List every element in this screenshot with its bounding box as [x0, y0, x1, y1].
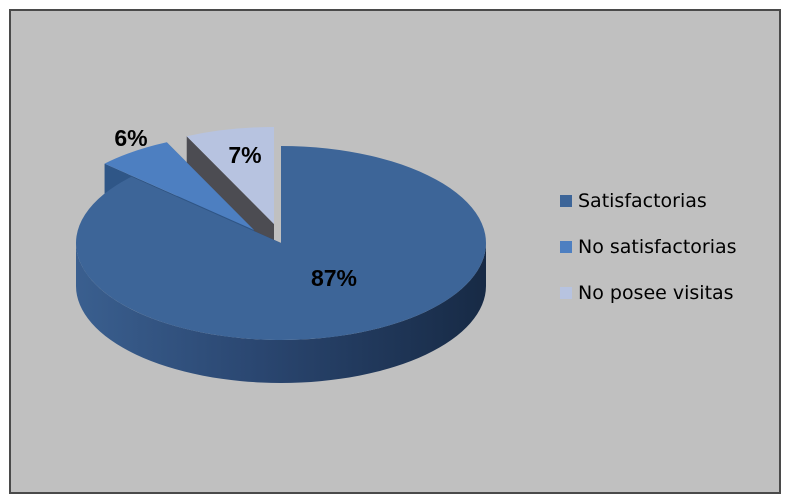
slice-no-posee-visitas	[186, 127, 274, 224]
slice-no-satisfactorias	[104, 142, 254, 230]
slice-label-satisfactorias: 87%	[311, 265, 357, 291]
legend-label-no-satisfactorias: No satisfactorias	[578, 236, 737, 258]
pie-tops	[75, 127, 487, 340]
legend-item-no-posee-visitas: No posee visitas	[560, 280, 737, 306]
slice-label-no-satisfactorias: 6%	[114, 125, 147, 151]
legend-swatch-satisfactorias	[560, 195, 572, 207]
slice-satisfactorias	[75, 146, 487, 340]
pie-labels: 87% 6% 7%	[114, 125, 357, 291]
legend-label-no-posee-visitas: No posee visitas	[578, 282, 734, 304]
legend-item-no-satisfactorias: No satisfactorias	[560, 234, 737, 260]
slice-side-satisfactorias	[76, 243, 486, 383]
slice-label-no-posee-visitas: 7%	[228, 142, 261, 168]
legend-swatch-no-satisfactorias	[560, 241, 572, 253]
legend-swatch-no-posee-visitas	[560, 287, 572, 299]
legend-label-satisfactorias: Satisfactorias	[578, 190, 707, 212]
legend-item-satisfactorias: Satisfactorias	[560, 188, 737, 214]
chart-legend: Satisfactorias No satisfactorias No pose…	[560, 188, 737, 326]
